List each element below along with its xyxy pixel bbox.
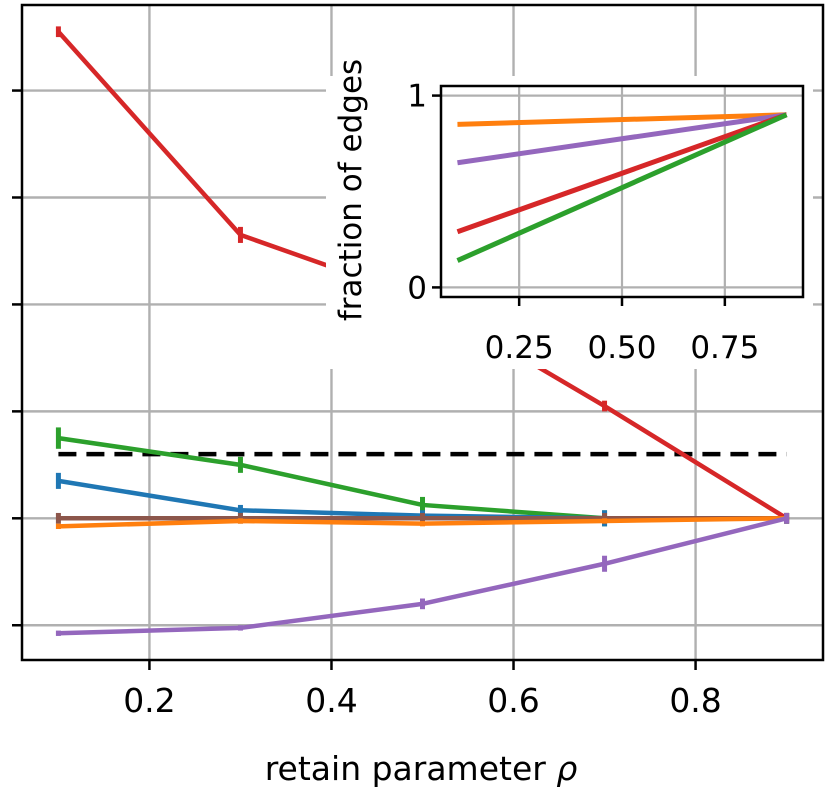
inset-y-tick-label: 0 <box>407 270 427 306</box>
series-4 <box>55 515 790 529</box>
inset-plot: 0.25 0.50 0.75 0 1 fraction of edges <box>326 54 813 371</box>
x-axis-label: retain parameter ρ <box>265 749 578 788</box>
inset-x-tick-label: 0.75 <box>690 330 759 366</box>
series-5 <box>55 512 790 636</box>
inset-series-line-1 <box>457 112 787 166</box>
inset-series-line-3 <box>456 112 788 263</box>
inset-x-tick-label: 0.25 <box>485 330 554 366</box>
main-ticks: 0.2 0.4 0.6 0.8 <box>12 89 722 720</box>
main-axes-frame <box>20 3 825 662</box>
x-tick-label: 0.4 <box>305 681 357 720</box>
x-tick-label: 0.6 <box>487 681 539 720</box>
inset-x-tick-label: 0.50 <box>587 330 656 366</box>
inset-y-axis-label: fraction of edges <box>333 59 369 321</box>
main-series-group <box>55 26 790 636</box>
x-axis-label-symbol: ρ <box>556 749 577 788</box>
inset-y-tick-label: 1 <box>407 79 427 115</box>
x-tick-label: 0.2 <box>123 681 175 720</box>
inset-series-line-0 <box>457 112 787 127</box>
inset-series-group <box>456 112 788 263</box>
x-axis-label-text: retain parameter <box>265 749 557 788</box>
x-tick-label: 0.8 <box>669 681 721 720</box>
inset-series-line-2 <box>456 112 788 235</box>
